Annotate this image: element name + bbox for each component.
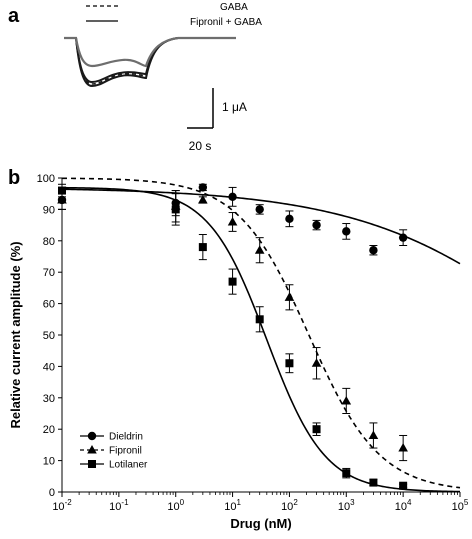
data-point-dieldrin bbox=[369, 246, 378, 255]
legend-label-fipronil: Fipronil bbox=[109, 446, 142, 457]
series-fipronil bbox=[57, 190, 408, 462]
data-point-lotilaner bbox=[399, 481, 408, 490]
y-axis-title: Relative current amplitude (%) bbox=[8, 241, 23, 428]
x-tick-label: 10-2 bbox=[52, 498, 72, 513]
x-tick-label: 10-1 bbox=[109, 498, 129, 513]
data-points bbox=[57, 183, 408, 490]
legend-marker-fipronil bbox=[87, 445, 97, 454]
fit-curve-dieldrin bbox=[61, 188, 461, 265]
panel-a-label: a bbox=[8, 5, 20, 27]
data-point-lotilaner bbox=[285, 359, 294, 368]
data-point-fipronil bbox=[284, 292, 295, 301]
scale-bar: 1 μA 20 s bbox=[187, 88, 247, 153]
legend-gaba-label: GABA bbox=[220, 2, 248, 13]
y-tick-label: 30 bbox=[43, 393, 55, 405]
x-tick-label: 103 bbox=[338, 498, 355, 513]
x-tick-label: 101 bbox=[224, 498, 241, 513]
fit-curves bbox=[61, 177, 461, 493]
x-tick-label: 104 bbox=[395, 498, 412, 513]
y-tick-label: 0 bbox=[49, 487, 55, 499]
data-point-fipronil bbox=[254, 245, 265, 254]
data-point-dieldrin bbox=[255, 205, 264, 214]
data-point-dieldrin bbox=[285, 214, 294, 224]
trace-gray bbox=[64, 36, 236, 68]
scale-bar-time-label: 20 s bbox=[189, 139, 212, 153]
dose-response-chart: 0 10 20 30 40 50 60 70 80 90 100 10-2 10-1 100 101 102 1… bbox=[8, 173, 469, 531]
data-point-fipronil bbox=[398, 443, 408, 452]
legend-marker-lotilaner bbox=[88, 460, 96, 468]
data-point-lotilaner bbox=[198, 243, 207, 252]
y-tick-label: 10 bbox=[43, 456, 55, 468]
x-tick-label: 100 bbox=[167, 498, 184, 513]
data-point-dieldrin bbox=[312, 220, 321, 230]
data-point-lotilaner bbox=[171, 205, 180, 214]
fit-curve-fipronil bbox=[61, 177, 461, 489]
y-tick-label: 90 bbox=[43, 204, 55, 216]
data-point-lotilaner bbox=[342, 469, 351, 478]
legend-label-dieldrin: Dieldrin bbox=[109, 432, 143, 443]
trace-gaba bbox=[64, 37, 236, 85]
y-tick-label: 80 bbox=[43, 236, 55, 248]
x-tick-label: 102 bbox=[281, 498, 298, 513]
y-tick-label: 100 bbox=[37, 173, 55, 185]
scale-bar-current-label: 1 μA bbox=[222, 100, 247, 114]
fit-curve-lotilaner bbox=[61, 186, 461, 493]
data-point-fipronil bbox=[368, 430, 379, 439]
x-tick-label: 105 bbox=[452, 498, 469, 513]
y-tick-label: 70 bbox=[43, 267, 55, 279]
data-point-dieldrin bbox=[228, 192, 237, 202]
legend-label-lotilaner: Lotilaner bbox=[109, 460, 148, 471]
data-point-dieldrin bbox=[342, 227, 351, 236]
data-point-lotilaner bbox=[58, 186, 66, 195]
data-point-dieldrin bbox=[398, 233, 408, 242]
y-tick-label: 60 bbox=[43, 299, 55, 311]
x-axis-title: Drug (nM) bbox=[230, 516, 291, 531]
data-point-fipronil bbox=[227, 216, 238, 226]
y-tick-label: 40 bbox=[43, 361, 55, 373]
data-point-fipronil bbox=[198, 194, 208, 204]
data-point-fipronil bbox=[57, 194, 67, 204]
legend-marker-dieldrin bbox=[87, 431, 97, 441]
legend-fipronil-gaba-label: Fipronil + GABA bbox=[190, 17, 262, 28]
panel-b-label: b bbox=[8, 167, 20, 189]
chart-legend: Dieldrin Fipronil Lotilaner bbox=[80, 432, 148, 471]
axes: 0 10 20 30 40 50 60 70 80 90 100 10-2 10-1 100 101 102 1… bbox=[37, 173, 469, 513]
series-lotilaner bbox=[58, 183, 408, 490]
panel-a-legend: GABA Fipronil + GABA bbox=[86, 2, 262, 28]
data-point-lotilaner bbox=[255, 315, 264, 324]
data-point-lotilaner bbox=[312, 425, 321, 434]
y-tick-label: 20 bbox=[43, 424, 55, 436]
data-point-lotilaner bbox=[369, 478, 378, 487]
data-point-fipronil bbox=[311, 358, 322, 367]
data-point-dieldrin bbox=[198, 183, 208, 192]
current-traces bbox=[64, 36, 236, 88]
data-point-fipronil bbox=[341, 395, 352, 405]
data-point-lotilaner bbox=[228, 277, 237, 286]
y-tick-label: 50 bbox=[43, 330, 55, 342]
